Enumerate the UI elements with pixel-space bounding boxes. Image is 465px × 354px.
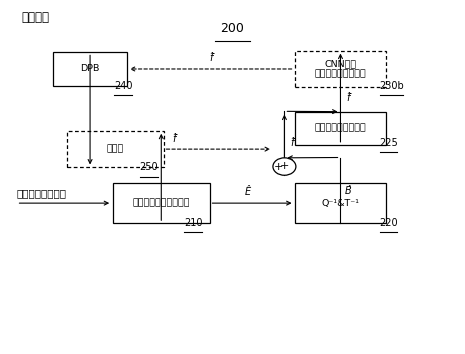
Text: Q⁻¹&T⁻¹: Q⁻¹&T⁻¹ xyxy=(321,199,359,208)
Text: 予測部: 予測部 xyxy=(106,145,124,154)
Text: 225: 225 xyxy=(379,138,398,148)
Text: 210: 210 xyxy=(184,218,203,228)
Text: 200: 200 xyxy=(220,22,245,35)
Bar xyxy=(294,183,386,223)
Text: f̂: f̂ xyxy=(290,138,293,148)
Bar xyxy=(113,183,210,223)
Text: DPB: DPB xyxy=(80,64,100,74)
Bar xyxy=(67,131,164,167)
Text: Ê: Ê xyxy=(245,187,251,197)
Bar xyxy=(294,51,386,87)
Text: CNN基盤
インループフィルタ: CNN基盤 インループフィルタ xyxy=(315,59,366,79)
Text: 250: 250 xyxy=(140,162,158,172)
Text: 【図９】: 【図９】 xyxy=(21,11,49,24)
Text: エントロピー復号化部: エントロピー復号化部 xyxy=(133,199,190,208)
Text: f̂: f̂ xyxy=(209,53,213,63)
Text: ビットストリーム: ビットストリーム xyxy=(17,188,66,198)
Text: +: + xyxy=(280,161,289,171)
Text: B̂: B̂ xyxy=(345,186,352,196)
Bar xyxy=(294,112,386,145)
Bar xyxy=(53,52,127,86)
Text: 220: 220 xyxy=(379,218,398,228)
Text: インループフィルタ: インループフィルタ xyxy=(315,124,366,133)
Text: 230b: 230b xyxy=(379,81,404,91)
Text: +: + xyxy=(274,161,283,172)
Circle shape xyxy=(273,158,296,175)
Text: f̂: f̂ xyxy=(346,93,349,103)
Text: f̂: f̂ xyxy=(173,134,176,144)
Text: 240: 240 xyxy=(114,81,133,91)
